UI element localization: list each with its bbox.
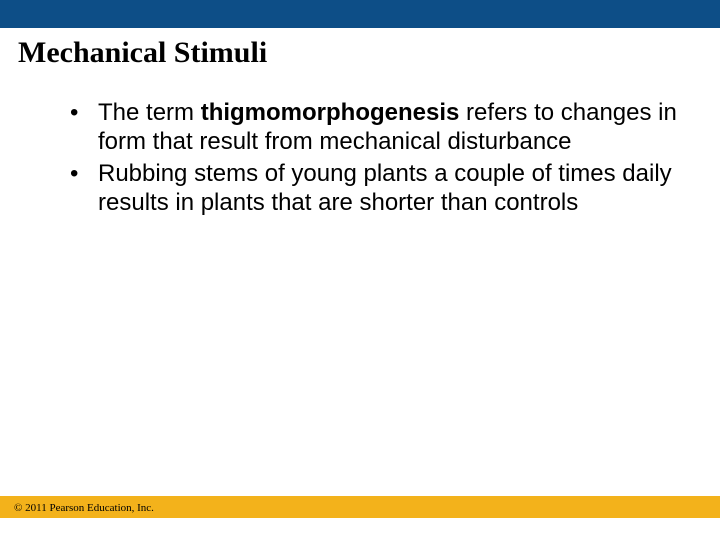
bullet-item: Rubbing stems of young plants a couple o… (70, 159, 680, 218)
bullet-text-pre: The term (98, 99, 201, 126)
slide: { "colors": { "top_bar_bg": "#0d4e87", "… (0, 0, 720, 540)
copyright-text: © 2011 Pearson Education, Inc. (14, 502, 154, 514)
bullet-text-pre: Rubbing stems of young plants a couple o… (98, 160, 672, 216)
bullet-item: The term thigmomorphogenesis refers to c… (70, 98, 680, 157)
top-bar (0, 0, 720, 28)
bullet-list: The term thigmomorphogenesis refers to c… (70, 98, 680, 219)
slide-title: Mechanical Stimuli (0, 32, 267, 70)
bullet-text-bold: thigmomorphogenesis (201, 99, 460, 126)
